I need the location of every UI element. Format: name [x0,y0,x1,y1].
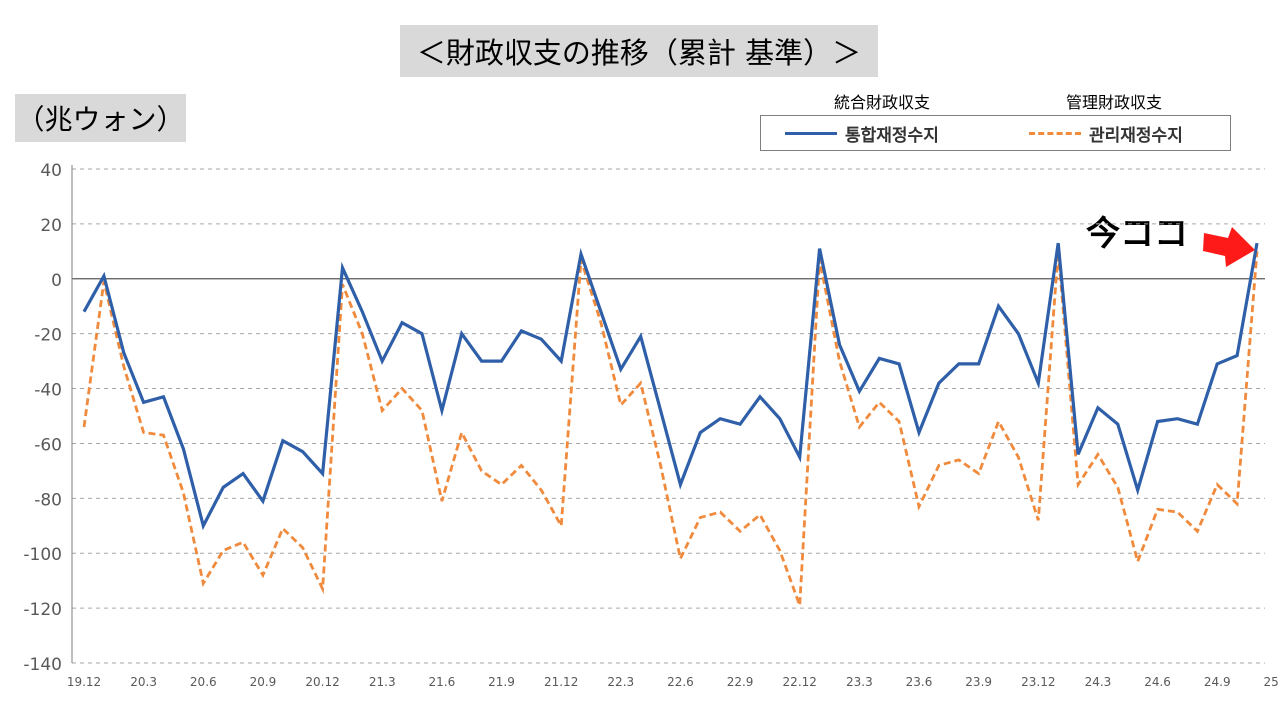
y-tick-label: 0 [51,271,62,291]
y-tick-label: -80 [34,490,62,510]
y-tick-labels: 40 20 0 -20 -40 -60 -80 -100 -120 -140 [23,161,62,675]
x-tick-label: 24.3 [1085,675,1112,689]
x-tick-label: 24.6 [1144,675,1171,689]
x-tick-label: 20.9 [250,675,277,689]
legend-swatch-managed [1029,131,1081,135]
x-tick-label: 21.9 [488,675,515,689]
x-tick-label: 21.3 [369,675,396,689]
legend-caption-integrated: 統合財政収支 [834,93,931,112]
x-tick-label: 20.6 [190,675,217,689]
x-tick-label: 23.3 [846,675,873,689]
y-tick-label: 20 [40,216,62,236]
legend-item-managed: 관리재정수지 [1029,116,1183,150]
unit-label: （兆ウォン） [15,94,186,142]
legend-swatch-integrated [785,131,837,135]
legend-label-managed: 관리재정수지 [1089,125,1183,146]
y-tick-label: 40 [40,161,62,181]
series-line-managed [82,251,1259,606]
x-tick-label: 22.12 [783,675,817,689]
legend-label-integrated: 통합재정수지 [845,125,939,146]
x-tick-label: 22.3 [607,675,634,689]
now-here-annotation: 今ココ [1086,214,1188,254]
y-tick-label: -60 [34,435,62,455]
series-line-integrated [82,242,1259,531]
x-tick-label: 23.9 [965,675,992,689]
x-tick-label: 19.12 [67,675,101,689]
x-tick-label: 24.9 [1204,675,1231,689]
x-tick-label: 21.6 [429,675,456,689]
y-tick-label: -100 [23,545,62,565]
grid-lines [72,168,1265,664]
y-tick-label: -140 [23,655,62,675]
legend: 통합재정수지 관리재정수지 [760,115,1231,151]
chart-title: ＜財政収支の推移（累計 基準）＞ [400,25,878,77]
x-tick-label: 23.6 [906,675,933,689]
x-tick-label: 25.1 [1264,675,1280,689]
x-tick-label: 22.9 [727,675,754,689]
now-arrow-icon [1203,227,1255,267]
y-tick-label: -40 [34,381,62,401]
x-tick-label: 20.12 [305,675,339,689]
x-tick-label: 21.12 [544,675,578,689]
x-tick-label: 20.3 [130,675,157,689]
y-tick-label: -120 [23,600,62,620]
x-tick-label: 22.6 [667,675,694,689]
y-tick-label: -20 [34,326,62,346]
series-lines [82,242,1259,606]
x-tick-label: 23.12 [1021,675,1055,689]
x-tick-labels: 19.12 20.3 20.6 20.9 20.12 21.3 21.6 21.9 21.12 2… [67,675,1280,689]
legend-caption-managed: 管理財政収支 [1066,93,1163,112]
legend-item-integrated: 통합재정수지 [785,116,939,150]
